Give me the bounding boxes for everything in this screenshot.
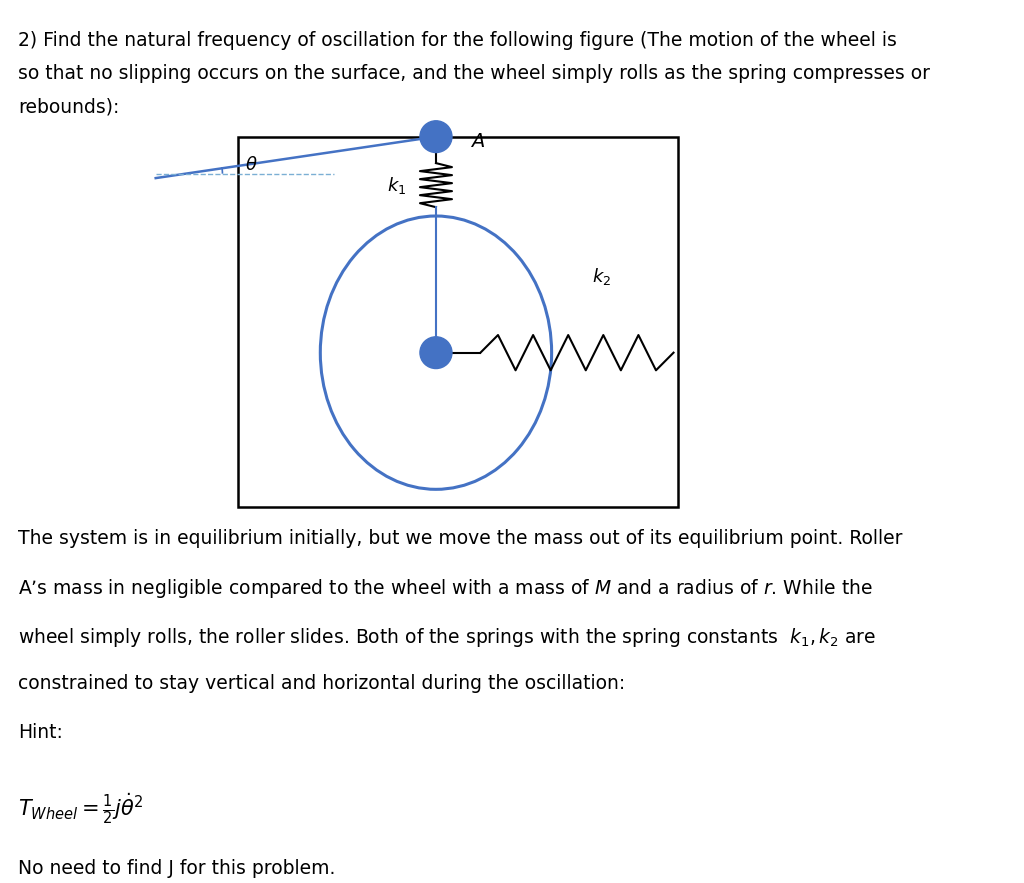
Text: $\theta$: $\theta$ — [245, 156, 257, 174]
Text: 2) Find the natural frequency of oscillation for the following figure (The motio: 2) Find the natural frequency of oscilla… — [17, 31, 897, 49]
Text: No need to find J for this problem.: No need to find J for this problem. — [17, 859, 335, 878]
Text: $k_2$: $k_2$ — [592, 266, 611, 287]
Circle shape — [420, 336, 452, 368]
Circle shape — [420, 121, 452, 153]
Text: so that no slipping occurs on the surface, and the wheel simply rolls as the spr: so that no slipping occurs on the surfac… — [17, 64, 930, 83]
Text: $T_{Wheel} = \frac{1}{2}j\dot{\theta}^2$: $T_{Wheel} = \frac{1}{2}j\dot{\theta}^2$ — [17, 791, 143, 826]
Text: rebounds):: rebounds): — [17, 98, 119, 117]
Text: wheel simply rolls, the roller slides. Both of the springs with the spring const: wheel simply rolls, the roller slides. B… — [17, 626, 876, 649]
Text: Hint:: Hint: — [17, 723, 62, 742]
Text: A’s mass in negligible compared to the wheel with a mass of $M$ and a radius of : A’s mass in negligible compared to the w… — [17, 577, 872, 600]
Text: $A$: $A$ — [470, 132, 484, 151]
Text: constrained to stay vertical and horizontal during the oscillation:: constrained to stay vertical and horizon… — [17, 675, 625, 693]
Text: $k_1$: $k_1$ — [387, 175, 407, 196]
Text: The system is in equilibrium initially, but we move the mass out of its equilibr: The system is in equilibrium initially, … — [17, 529, 902, 548]
